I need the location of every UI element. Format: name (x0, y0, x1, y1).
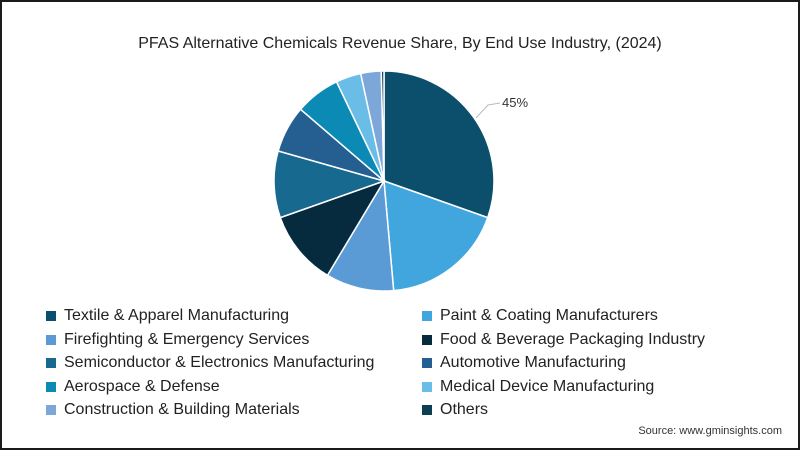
legend-swatch (46, 311, 56, 321)
legend-label: Semiconductor & Electronics Manufacturin… (64, 354, 375, 371)
pie-slice-1 (383, 179, 489, 292)
pie-slice-0 (383, 70, 495, 219)
legend-swatch (46, 334, 56, 345)
legend-item: Automotive Manufacturing (422, 353, 626, 373)
legend-label: Food & Beverage Packaging Industry (440, 330, 706, 348)
legend-label: Aerospace & Defense (64, 377, 220, 395)
source-note: Source: www.gminsights.com (638, 425, 782, 437)
annotation-label: 45% (502, 95, 528, 110)
legend-item: Semiconductor & Electronics Manufacturin… (46, 353, 374, 373)
pie-slice-3 (279, 179, 386, 277)
legend-swatch (422, 381, 432, 392)
legend-label: Paint & Coating Manufacturers (440, 307, 658, 324)
annotation-leader-line (475, 102, 501, 119)
legend-item: Firefighting & Emergency Services (46, 330, 309, 350)
legend-swatch (422, 311, 432, 321)
legend-item: Others (422, 400, 488, 420)
legend-item: Construction & Building Materials (46, 400, 300, 420)
legend-swatch (46, 381, 56, 392)
chart-title: PFAS Alternative Chemicals Revenue Share… (138, 35, 662, 52)
legend-label: Others (440, 401, 489, 418)
legend-item: Paint & Coating Manufacturers (422, 306, 658, 326)
legend-swatch (422, 405, 432, 415)
legend-item: Medical Device Manufacturing (422, 377, 654, 397)
legend-item: Aerospace & Defense (46, 377, 220, 397)
legend-label: Medical Device Manufacturing (440, 377, 655, 395)
pie-chart: 45% (273, 70, 528, 292)
legend-swatch (46, 405, 56, 415)
legend-label: Automotive Manufacturing (440, 354, 626, 371)
legend-swatch (422, 334, 432, 345)
legend-swatch (46, 358, 56, 368)
legend-label: Textile & Apparel Manufacturing (64, 307, 290, 324)
legend-item: Textile & Apparel Manufacturing (46, 306, 289, 326)
pie-slice-9 (380, 70, 385, 182)
legend-label: Construction & Building Materials (64, 401, 300, 418)
legend-label: Firefighting & Emergency Services (64, 330, 310, 348)
legend-swatch (422, 358, 432, 368)
legend-item: Food & Beverage Packaging Industry (422, 330, 705, 350)
